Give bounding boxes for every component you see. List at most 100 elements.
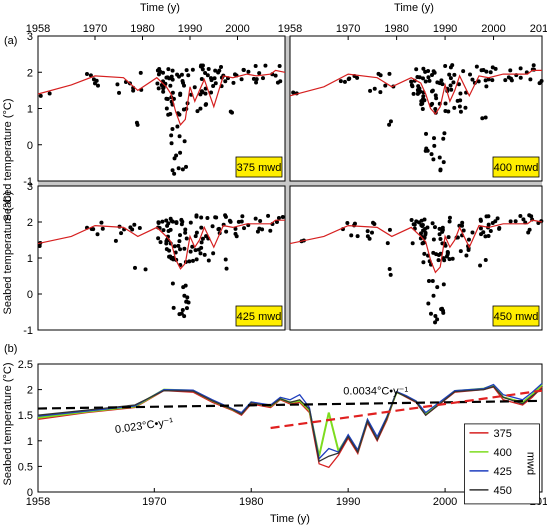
series-line-450 <box>37 385 543 463</box>
observation-point <box>158 240 163 245</box>
observation-point <box>177 312 182 317</box>
y-tick-label: 2 <box>27 67 33 79</box>
observation-point <box>178 91 183 96</box>
x-tick-label: 2000 <box>481 23 505 35</box>
y-tick-label: 3 <box>27 181 33 193</box>
observation-point <box>438 167 443 172</box>
observation-point <box>441 160 446 165</box>
observation-point <box>196 247 201 252</box>
legend-entry: 375 <box>493 428 511 440</box>
observation-point <box>276 215 281 220</box>
observation-point <box>204 102 209 107</box>
observation-point <box>166 67 171 72</box>
x-tick-label: 2000 <box>225 23 249 35</box>
observation-point <box>410 241 415 246</box>
observation-point <box>182 139 187 144</box>
observation-point <box>115 82 120 87</box>
observation-point <box>435 317 440 322</box>
observation-point <box>253 216 258 221</box>
observation-point <box>199 77 204 82</box>
observation-point <box>184 68 189 73</box>
observation-point <box>199 225 204 230</box>
observation-point <box>463 105 468 110</box>
observation-point <box>424 146 429 151</box>
observation-point <box>486 234 491 239</box>
observation-point <box>233 226 238 231</box>
chart-b: 19581970198019902000201000.511.522.50.00… <box>18 359 547 508</box>
observation-point <box>172 244 177 249</box>
legend-entry: 425 <box>493 466 511 478</box>
observation-point <box>464 253 469 258</box>
observation-point <box>452 105 457 110</box>
observation-point <box>368 88 373 93</box>
observation-point <box>172 171 177 176</box>
observation-point <box>420 101 425 106</box>
observation-point <box>436 258 441 263</box>
observation-point <box>176 243 181 248</box>
observation-point <box>451 80 456 85</box>
observation-point <box>441 282 446 287</box>
observation-point <box>385 241 390 246</box>
observation-point <box>211 83 216 88</box>
observation-point <box>170 168 175 173</box>
observation-point <box>224 266 229 271</box>
observation-point <box>184 306 189 311</box>
observation-point <box>254 77 259 82</box>
observation-point <box>493 219 498 224</box>
chart-a-4: 450 mwd <box>289 185 544 331</box>
observation-point <box>503 78 508 83</box>
observation-point <box>426 301 431 306</box>
plot-frame <box>37 363 543 493</box>
observation-point <box>448 83 453 88</box>
observation-point <box>437 226 442 231</box>
observation-point <box>483 234 488 239</box>
observation-point <box>172 156 177 161</box>
observation-point <box>429 152 434 157</box>
observation-point <box>156 236 161 241</box>
observation-point <box>479 232 484 237</box>
observation-point <box>275 80 280 85</box>
observation-point <box>468 72 473 77</box>
observation-point <box>195 109 200 114</box>
observation-point <box>458 91 463 96</box>
depth-label: 450 mwd <box>494 311 539 323</box>
observation-point <box>161 228 166 233</box>
observation-point <box>206 67 211 72</box>
observation-point <box>203 91 208 96</box>
observation-point <box>179 72 184 77</box>
x-tick-label: 1980 <box>384 23 408 35</box>
top-x-axis-label: Time (y) <box>140 2 180 14</box>
y-tick-label: 1 <box>27 253 33 265</box>
observation-point <box>170 77 175 82</box>
observation-point <box>450 63 455 68</box>
observation-point <box>169 133 174 138</box>
observation-point <box>426 75 431 80</box>
observation-point <box>521 217 526 222</box>
observation-point <box>345 221 350 226</box>
legend-entry: 400 <box>493 447 511 459</box>
observation-point <box>217 68 222 73</box>
observation-point <box>431 69 436 74</box>
observation-point <box>280 214 285 219</box>
observation-point <box>422 235 427 240</box>
observation-point <box>508 68 513 73</box>
observation-point <box>277 63 282 68</box>
observation-point <box>273 73 278 78</box>
observation-point <box>419 223 424 228</box>
observation-point <box>420 76 425 81</box>
observation-point <box>227 218 232 223</box>
observation-point <box>113 238 118 243</box>
observation-point <box>443 109 448 114</box>
observation-point <box>95 83 100 88</box>
depth-label-box <box>235 305 283 327</box>
observation-point <box>161 80 166 85</box>
panel-divider-horizontal <box>38 181 542 186</box>
observation-point <box>239 219 244 224</box>
observation-point <box>160 219 165 224</box>
observation-point <box>214 215 219 220</box>
observation-point <box>421 66 426 71</box>
observation-point <box>203 71 208 76</box>
observation-point <box>420 241 425 246</box>
observation-point <box>435 285 440 290</box>
